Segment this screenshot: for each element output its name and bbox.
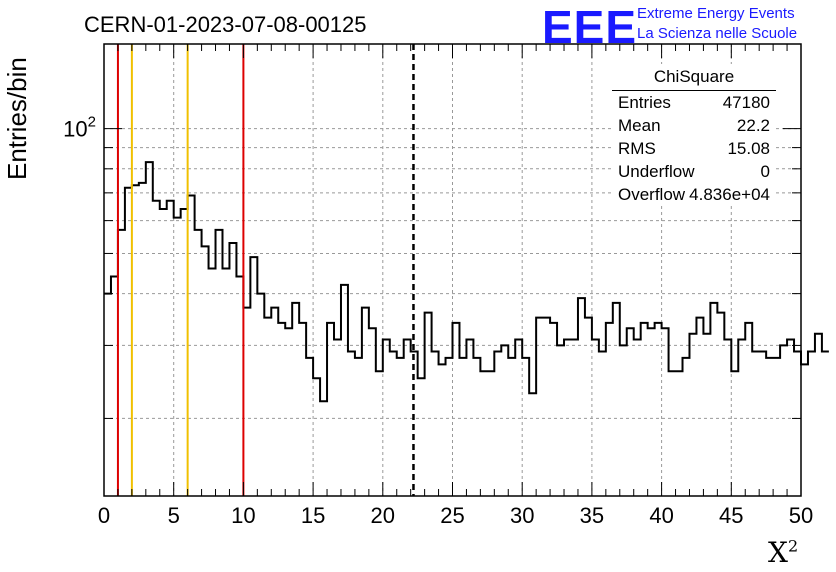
stats-key: Mean: [618, 116, 661, 135]
stats-key: Entries: [618, 93, 671, 112]
stats-value: 22.2: [736, 116, 770, 135]
stats-row: Entries 47180: [612, 91, 776, 114]
stats-value: 15.08: [727, 139, 770, 158]
x-tick-label: 50: [789, 503, 813, 528]
stats-row: Mean 22.2: [612, 114, 776, 137]
y-axis-label: Entries/bin: [2, 57, 32, 180]
stats-key: RMS: [618, 139, 656, 158]
histogram-outline: [104, 161, 829, 403]
x-tick-label: 0: [98, 503, 110, 528]
x-tick-label: 45: [719, 503, 743, 528]
y-tick-label-base: 10: [63, 117, 87, 142]
logo-line-2: La Scienza nelle Scuole: [637, 25, 798, 42]
stats-title: ChiSquare: [612, 64, 776, 91]
x-tick-label: 25: [440, 503, 464, 528]
x-axis: 0 5 10 15 20 25 30 35 40 45 50: [98, 44, 813, 528]
x-tick-label: 35: [580, 503, 604, 528]
x-tick-label: 5: [168, 503, 180, 528]
y-axis: 102: [63, 114, 801, 419]
stats-value: 4.836e+04: [689, 185, 770, 204]
histogram: [104, 161, 829, 403]
x-tick-label: 10: [231, 503, 255, 528]
stats-value: 47180: [722, 93, 770, 112]
run-title: CERN-01-2023-07-08-00125: [84, 12, 367, 37]
logo-line-1: Extreme Energy Events: [637, 5, 795, 22]
stats-box: ChiSquare Entries 47180 Mean 22.2 RMS 15.08…: [612, 64, 776, 206]
x-tick-label: 20: [371, 503, 395, 528]
x-tick-label: 30: [510, 503, 534, 528]
y-tick-label-exponent: 2: [88, 114, 96, 131]
x-axis-label-base: X: [768, 536, 788, 569]
x-axis-label-superscript: 2: [787, 536, 799, 556]
stats-key: Underflow: [618, 162, 695, 181]
stats-row: RMS 15.08: [612, 137, 776, 160]
eee-logo: EEE: [542, 1, 638, 53]
x-axis-label: X2: [768, 536, 798, 569]
stats-row: Overflow 4.836e+04: [612, 183, 776, 206]
x-tick-label: 15: [301, 503, 325, 528]
x-tick-label: 40: [649, 503, 673, 528]
stats-key: Overflow: [618, 185, 686, 204]
stats-value: 0: [760, 162, 770, 181]
marker-lines: [116, 44, 415, 496]
y-tick-label: 102: [63, 114, 96, 142]
stats-row: Underflow 0: [612, 160, 776, 183]
